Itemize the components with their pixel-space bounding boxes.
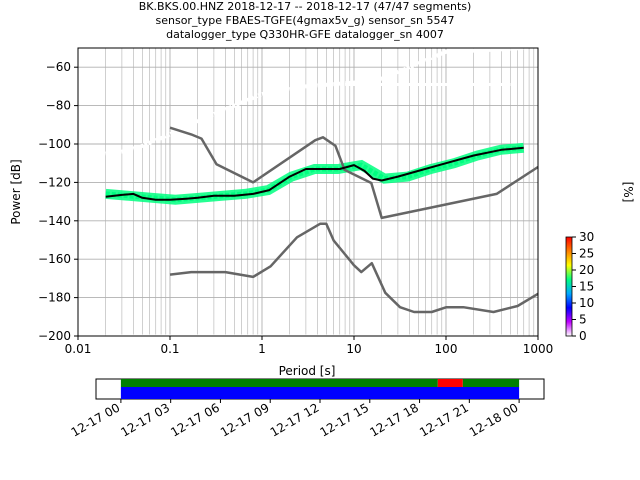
timeline-segment (462, 379, 520, 387)
series-mode (105, 146, 524, 201)
y-tick-label: −100 (38, 137, 71, 151)
x-tick-label: 0.1 (160, 342, 179, 356)
series-noise-model-low (169, 222, 539, 314)
y-tick-label: −60 (46, 60, 71, 74)
series-lines (105, 126, 539, 314)
title-line-2: sensor_type FBAES-TGFE(4gmax5v_g) sensor… (156, 14, 455, 27)
band-upper-spread (105, 46, 524, 156)
timeline-segment (120, 387, 520, 399)
timeline-tick-label: 12-17 18 (367, 400, 421, 439)
y-axis-ticks: −200 −180 −160 −140 −120 −100 −80 −60 (38, 60, 78, 343)
plot-background (78, 48, 538, 336)
timeline-tick-label: 12-17 09 (218, 400, 272, 439)
x-tick-label: 10 (346, 342, 361, 356)
y-tick-label: −200 (38, 329, 71, 343)
y-tick-label: −80 (46, 99, 71, 113)
timeline-tick-label: 12-17 12 (268, 400, 322, 439)
timeline-segment (437, 379, 463, 387)
title-line-1: BK.BKS.00.HNZ 2018-12-17 -- 2018-12-17 (… (139, 0, 472, 13)
colorbar-tick-label: 15 (579, 280, 594, 294)
psd-plot: 0.01 0.1 1 10 100 1000 −200 −180 −160 −140 −120 −1… (9, 46, 554, 378)
title-line-3: datalogger_type Q330HR-GFE datalogger_sn… (166, 28, 444, 41)
plot-frame (77, 47, 539, 337)
timeline-segments (120, 379, 520, 399)
colorbar-gradient (565, 236, 573, 337)
colorbar-tick-label: 25 (579, 247, 594, 261)
colorbar-tick-label: 20 (579, 263, 594, 277)
colorbar: 0 5 10 15 20 25 30 [%] (565, 182, 635, 343)
y-tick-label: −180 (38, 291, 71, 305)
series-noise-model-high (169, 126, 539, 220)
x-tick-label: 1 (258, 342, 266, 356)
chart-title: BK.BKS.00.HNZ 2018-12-17 -- 2018-12-17 (… (139, 0, 472, 41)
x-tick-label: 100 (435, 342, 458, 356)
timeline-segment (120, 379, 438, 387)
colorbar-ticks: 0 5 10 15 20 25 30 (572, 230, 594, 343)
x-tick-label: 0.01 (65, 342, 92, 356)
x-axis-label: Period [s] (279, 364, 336, 378)
y-tick-label: −160 (38, 252, 71, 266)
y-axis-label: Power [dB] (9, 159, 23, 224)
timeline-tick-label: 12-17 15 (318, 400, 372, 439)
timeline-tick-label: 12-17 21 (417, 400, 471, 439)
timeline-tick-label: 12-17 03 (118, 400, 172, 439)
colorbar-tick-label: 5 (579, 313, 587, 327)
y-tick-label: −140 (38, 214, 71, 228)
colorbar-label: [%] (621, 182, 635, 203)
timeline-tick-label: 12-17 06 (168, 400, 222, 439)
x-axis-ticks: 0.01 0.1 1 10 100 1000 (65, 336, 554, 356)
y-tick-label: −120 (38, 175, 71, 189)
colorbar-tick-label: 30 (579, 230, 594, 244)
x-tick-label: 1000 (523, 342, 554, 356)
timeline-tick-label: 12-18 00 (467, 400, 521, 439)
colorbar-tick-label: 10 (579, 296, 594, 310)
colorbar-tick-label: 0 (579, 329, 587, 343)
timeline-tick-label: 12-17 00 (69, 400, 123, 439)
